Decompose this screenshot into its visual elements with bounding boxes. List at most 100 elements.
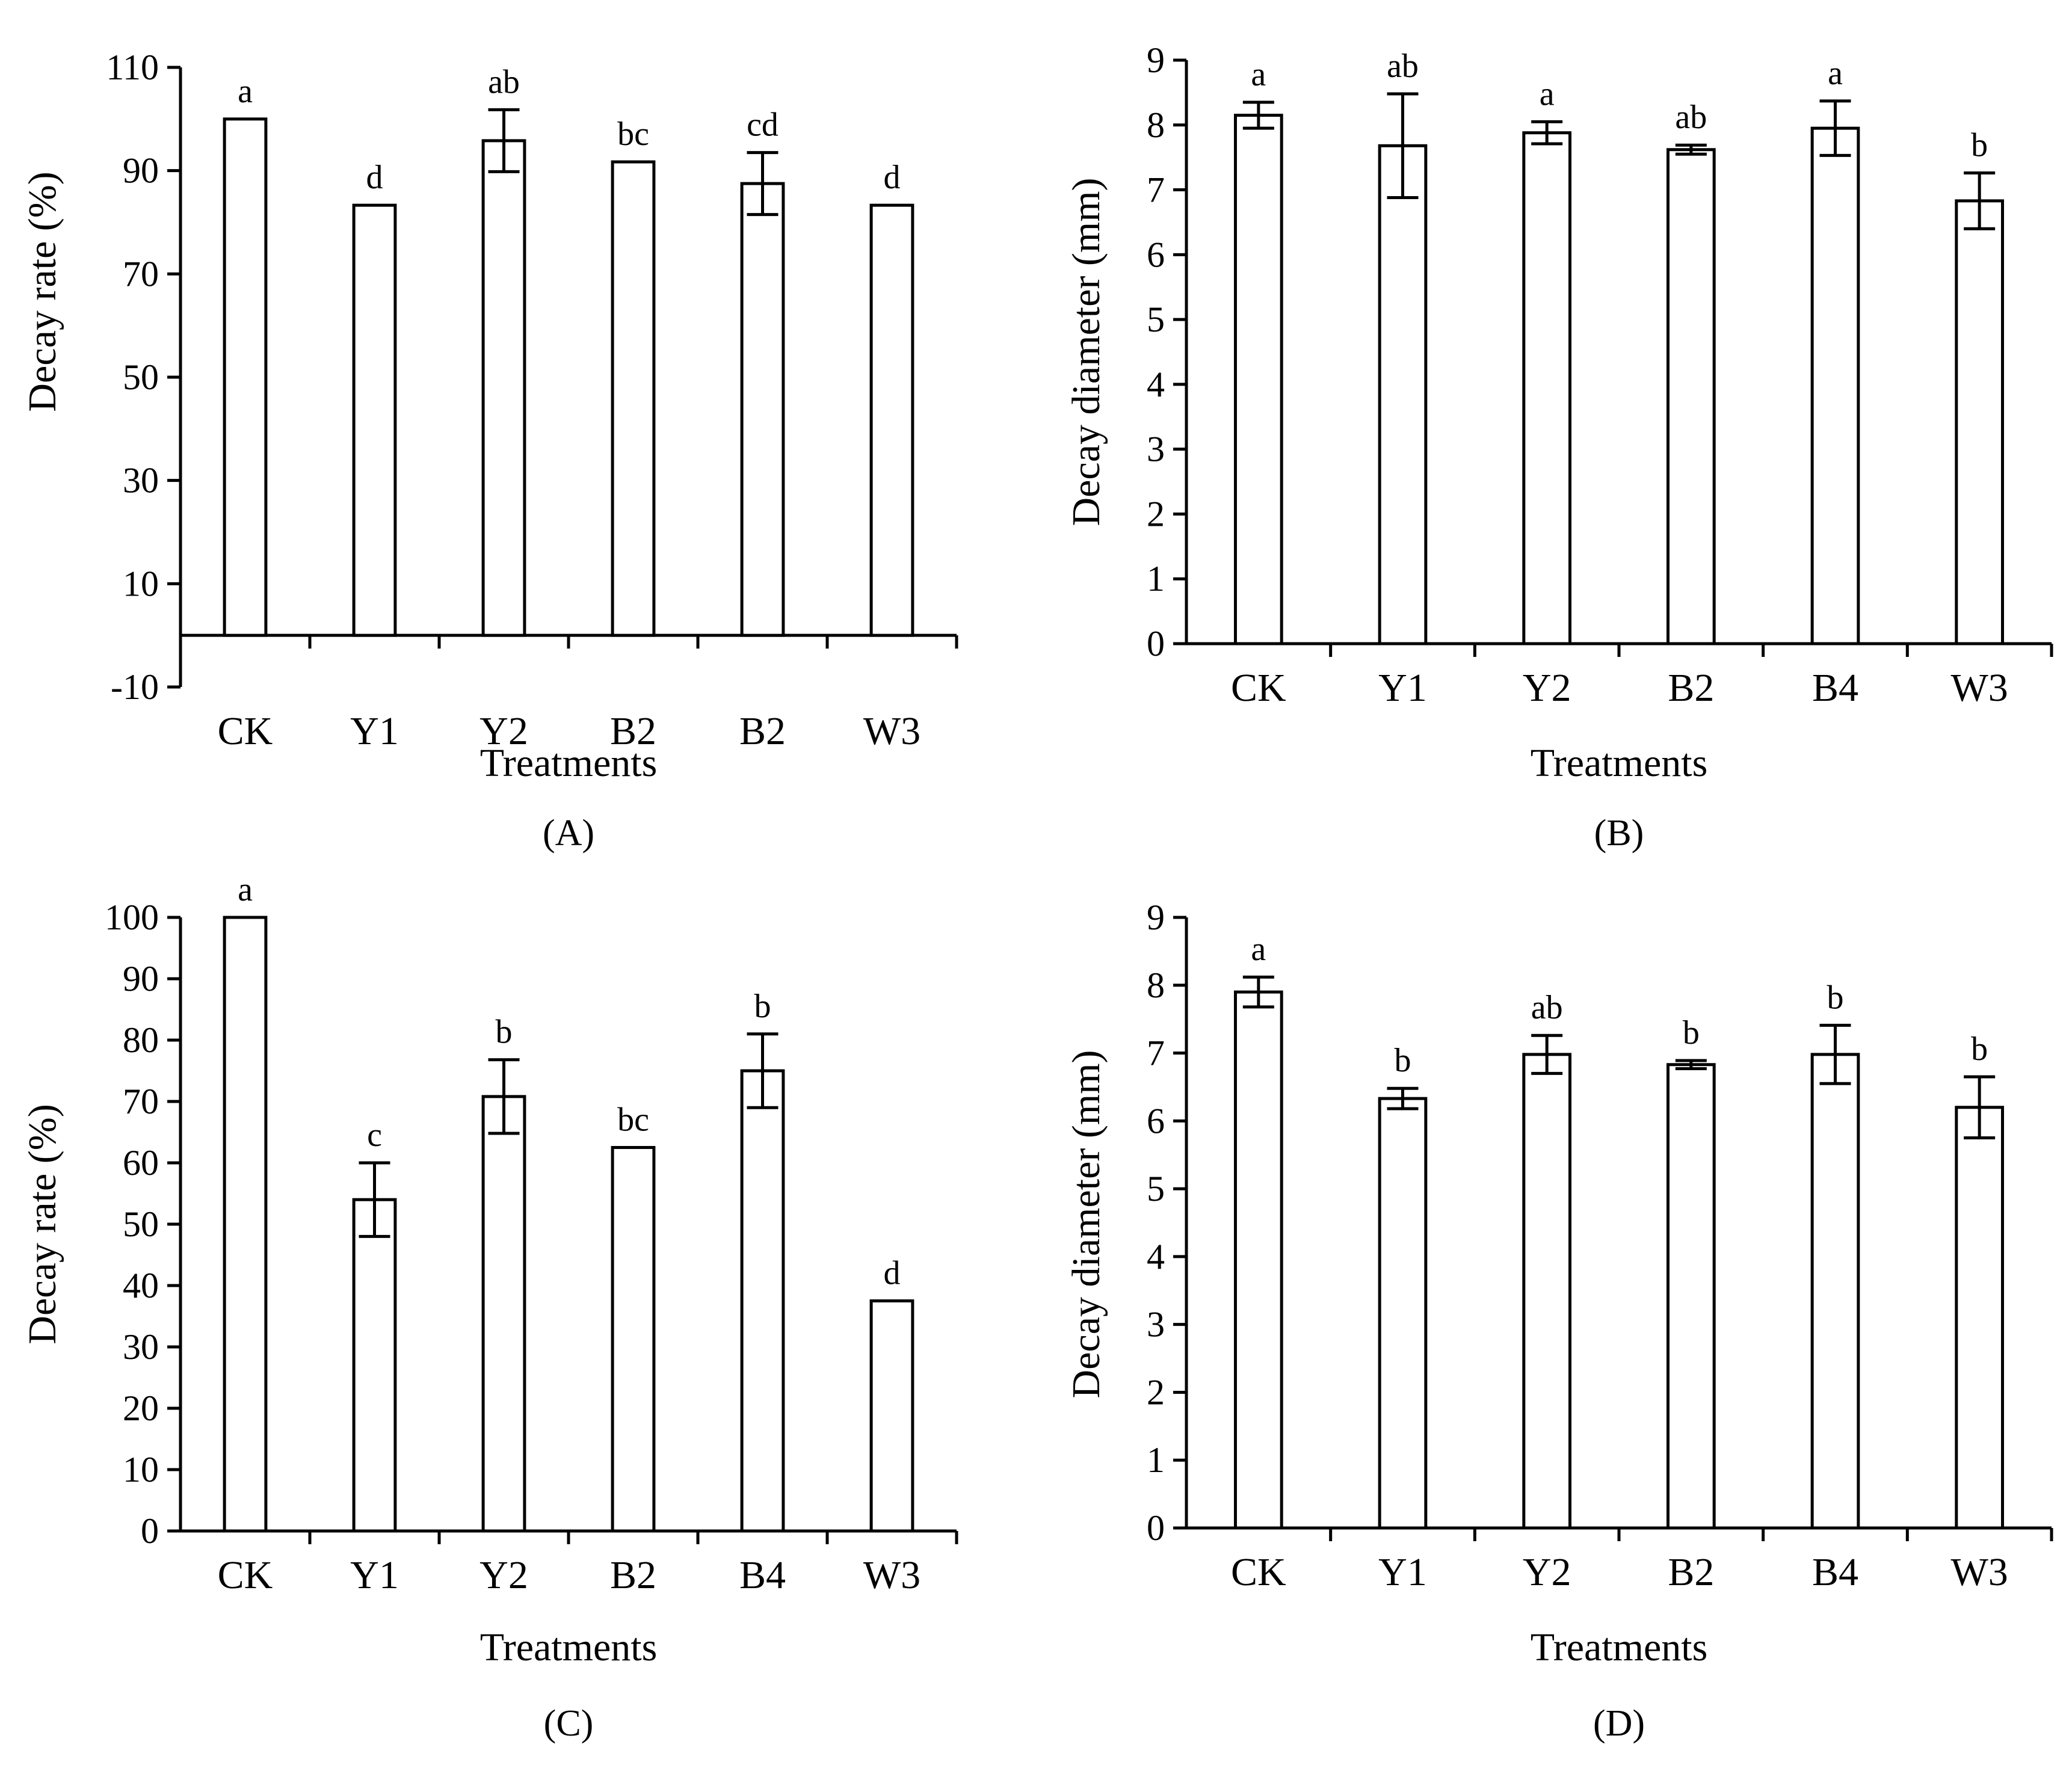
significance-label: d: [366, 159, 383, 196]
category-label: W3: [863, 709, 920, 753]
bar: [611, 160, 656, 637]
category-label: B2: [739, 709, 786, 753]
y-axis-title: Decay diameter (mm): [1064, 1050, 1108, 1398]
y-tick-label: 1: [1147, 559, 1165, 599]
y-tick-label: 10: [123, 1450, 159, 1489]
y-tick-label: 2: [1147, 1372, 1165, 1412]
significance-label: ab: [1675, 99, 1707, 136]
bar: [1810, 1053, 1860, 1530]
category-label: W3: [1951, 666, 2008, 710]
y-axis-title: Decay diameter (mm): [1064, 177, 1108, 526]
significance-label: d: [884, 159, 901, 196]
significance-label: b: [1971, 1030, 1988, 1068]
significance-label: b: [1971, 127, 1988, 164]
y-tick-label: 0: [1147, 1508, 1165, 1548]
category-label: W3: [863, 1553, 920, 1597]
y-tick-label: 80: [123, 1020, 159, 1060]
bar: [1666, 1063, 1716, 1530]
bar: [1233, 114, 1283, 645]
bar: [481, 139, 526, 637]
chart-panel-a: -10 10 30 50 70 90 110 a CK d Y1 ab Y2 bc B2 cd B2 d W3 Dec…: [20, 48, 958, 854]
y-tick-label: 4: [1147, 365, 1165, 404]
significance-label: bc: [617, 116, 649, 153]
bar: [223, 117, 268, 637]
y-axis-title: Decay rate (%): [20, 1104, 64, 1344]
category-label: Y2: [479, 709, 528, 753]
bar: [869, 203, 914, 637]
x-axis-title: Treatments: [480, 1625, 658, 1669]
significance-label: d: [884, 1255, 901, 1292]
y-tick-label: 6: [1147, 235, 1165, 274]
panel-label: (D): [1593, 1703, 1645, 1744]
y-tick-label: 50: [123, 1204, 159, 1244]
y-tick-label: -10: [111, 667, 159, 707]
category-label: CK: [218, 709, 273, 753]
category-label: B2: [610, 709, 656, 753]
y-tick-label: 30: [123, 1327, 159, 1367]
y-tick-label: 5: [1147, 300, 1165, 339]
y-tick-label: 110: [106, 48, 159, 87]
category-label: Y1: [1378, 1550, 1427, 1594]
significance-label: a: [1828, 55, 1843, 92]
y-tick-label: 90: [123, 151, 159, 191]
bar: [1378, 144, 1428, 645]
category-label: B2: [1668, 1550, 1714, 1594]
significance-label: b: [1395, 1042, 1411, 1079]
significance-label: ab: [1531, 989, 1563, 1026]
significance-label: b: [496, 1014, 513, 1051]
y-tick-label: 3: [1147, 1305, 1165, 1344]
category-label: Y2: [1523, 666, 1571, 710]
bar: [1810, 126, 1860, 645]
category-label: Y2: [1523, 1550, 1571, 1594]
bar: [1666, 148, 1716, 645]
category-label: B2: [610, 1553, 656, 1597]
significance-label: ab: [488, 63, 520, 100]
category-label: CK: [1231, 666, 1286, 710]
significance-label: b: [754, 988, 771, 1025]
y-tick-label: 20: [123, 1388, 159, 1428]
y-axis-title: Decay rate (%): [20, 171, 64, 411]
significance-label: b: [1827, 979, 1844, 1016]
bar: [1955, 199, 2005, 645]
significance-label: a: [1251, 56, 1266, 93]
y-tick-label: 8: [1147, 105, 1165, 145]
category-label: B4: [1812, 1550, 1858, 1594]
y-tick-label: 2: [1147, 494, 1165, 534]
bar: [223, 916, 268, 1533]
bar: [1378, 1097, 1428, 1530]
bar: [1522, 131, 1572, 645]
y-tick-label: 3: [1147, 430, 1165, 469]
y-tick-label: 7: [1147, 1033, 1165, 1073]
y-tick-label: 9: [1147, 898, 1165, 937]
category-label: CK: [1231, 1550, 1286, 1594]
bar: [1522, 1053, 1572, 1530]
chart-panel-c: 0 10 20 30 40 50 60 70 80 90 100 a CK c Y1 b Y2 bc B2 b B4 d W…: [20, 871, 958, 1744]
bar: [740, 182, 785, 637]
y-tick-label: 10: [123, 564, 159, 603]
category-label: CK: [218, 1553, 273, 1597]
y-tick-label: 4: [1147, 1237, 1165, 1277]
category-label: Y1: [350, 1553, 399, 1597]
bar: [352, 203, 397, 637]
x-axis-title: Treatments: [480, 741, 658, 785]
bar: [740, 1069, 785, 1533]
y-tick-label: 8: [1147, 966, 1165, 1005]
significance-label: bc: [617, 1101, 649, 1139]
y-tick-label: 0: [141, 1511, 159, 1551]
significance-label: a: [238, 871, 253, 908]
panel-label: (B): [1594, 813, 1644, 854]
y-tick-label: 70: [123, 1082, 159, 1121]
x-axis-title: Treatments: [1531, 741, 1708, 785]
y-tick-label: 90: [123, 959, 159, 999]
significance-label: ab: [1387, 48, 1419, 85]
bar: [869, 1299, 914, 1533]
bar: [1955, 1106, 2005, 1530]
category-label: Y1: [350, 709, 399, 753]
significance-label: cd: [747, 106, 779, 144]
significance-label: a: [1251, 931, 1266, 968]
y-tick-label: 1: [1147, 1440, 1165, 1480]
y-tick-label: 60: [123, 1143, 159, 1183]
chart-panel-b: 0 1 2 3 4 5 6 7 8 9 a CK ab Y1 a Y2 ab B2 a B4 b W3 Decay diam…: [1064, 40, 2053, 854]
y-tick-label: 0: [1147, 624, 1165, 664]
panel-label: (C): [544, 1703, 594, 1744]
